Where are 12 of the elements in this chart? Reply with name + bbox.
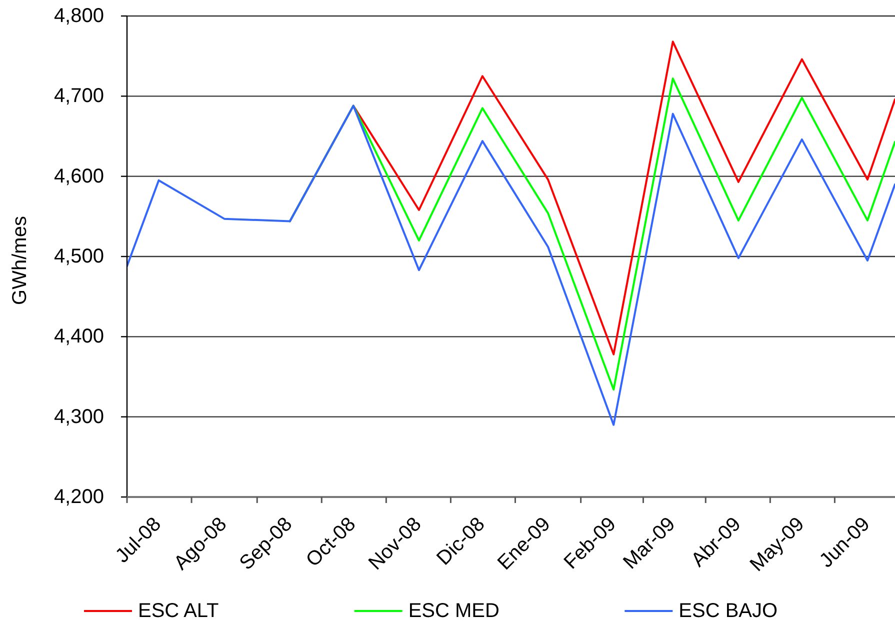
y-tick-label: 4,700 xyxy=(54,85,104,108)
y-tick-label: 4,400 xyxy=(54,326,104,348)
y-tick-label: 4,600 xyxy=(54,165,104,188)
line-series xyxy=(127,104,895,426)
y-tick-label: 4,800 xyxy=(54,5,104,27)
y-tick-label: 4,300 xyxy=(54,406,104,428)
y-tick-label: 4,200 xyxy=(54,486,104,508)
y-tick-label: 4,500 xyxy=(54,246,104,268)
y-axis-title: GWh/mes xyxy=(9,216,31,305)
legend-label: ESC ALT xyxy=(138,600,219,622)
legend-label: ESC MED xyxy=(408,600,500,622)
legend-label: ESC BAJO xyxy=(678,600,778,622)
